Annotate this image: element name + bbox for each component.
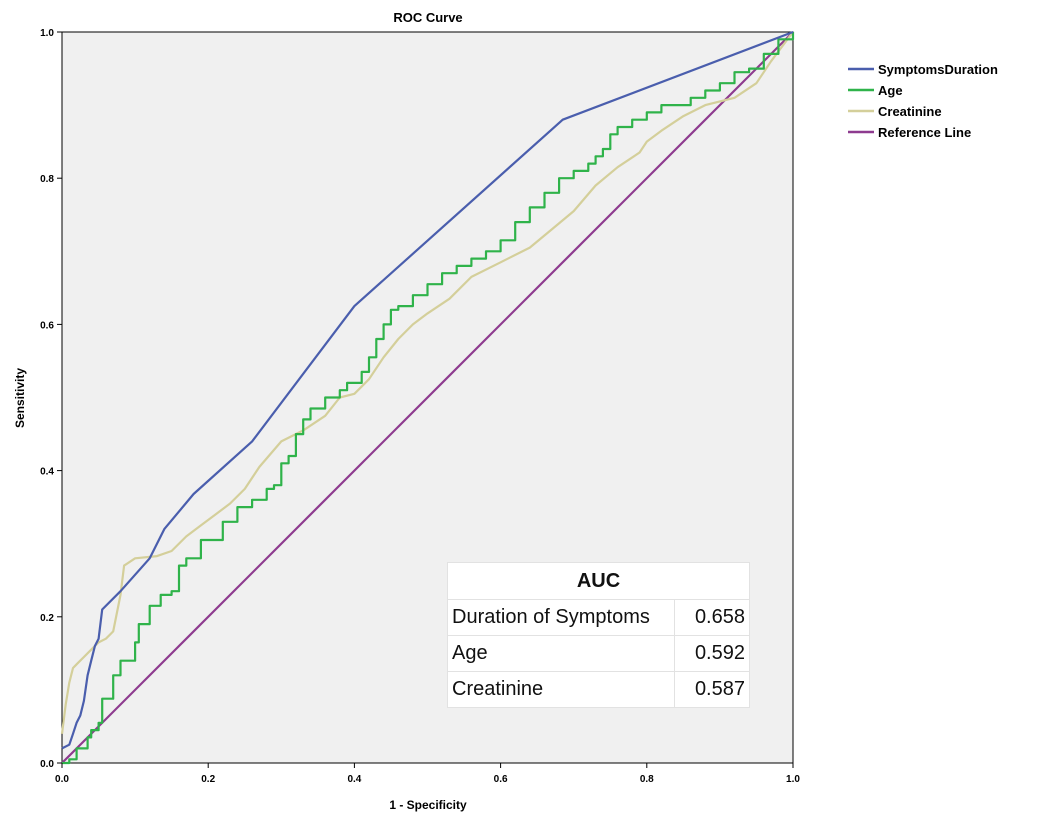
y-tick-label: 0.2 xyxy=(40,613,54,624)
legend-label: Age xyxy=(878,83,903,98)
legend: SymptomsDuration Age Creatinine Reference L… xyxy=(848,62,998,140)
y-axis-label: Sensitivity xyxy=(13,368,27,428)
auc-row-value: 0.587 xyxy=(674,671,750,708)
x-tick-label: 0.4 xyxy=(347,774,361,785)
chart-title: ROC Curve xyxy=(393,10,462,25)
x-tick-label: 0.6 xyxy=(494,774,508,785)
auc-row-label: Creatinine xyxy=(447,671,675,708)
auc-row-value: 0.592 xyxy=(674,635,750,672)
legend-label: Reference Line xyxy=(878,125,971,140)
auc-row: Duration of Symptoms 0.658 xyxy=(447,599,750,636)
auc-row-label: Age xyxy=(447,635,675,672)
auc-header-row: AUC xyxy=(447,562,750,600)
y-tick-label: 0.0 xyxy=(40,759,54,770)
series-line-symptomsduration xyxy=(61,30,794,750)
y-tick-label: 0.8 xyxy=(40,174,54,185)
x-tick-label: 0.0 xyxy=(55,774,69,785)
series-line-age xyxy=(62,32,795,765)
legend-label: SymptomsDuration xyxy=(878,62,998,77)
y-tick-label: 1.0 xyxy=(40,28,54,39)
series-line-reference-line xyxy=(61,31,794,764)
axes-layer: 0.0 0.2 0.4 0.6 0.8 1.0 0.0 0.2 0.4 0.6 0.8 1.0 xyxy=(40,28,800,785)
series-line-creatinine xyxy=(60,31,794,734)
x-tick-label: 0.8 xyxy=(640,774,654,785)
auc-row: Creatinine 0.587 xyxy=(447,671,750,708)
x-tick-label: 0.2 xyxy=(201,774,215,785)
x-axis-label: 1 - Specificity xyxy=(389,798,467,812)
auc-row: Age 0.592 xyxy=(447,635,750,672)
auc-table: AUC Duration of Symptoms 0.658 Age 0.592… xyxy=(447,562,750,708)
y-tick-label: 0.6 xyxy=(40,320,54,331)
series-layer xyxy=(60,30,795,765)
x-tick-label: 1.0 xyxy=(786,774,800,785)
y-tick-label: 0.4 xyxy=(40,467,54,478)
auc-row-label: Duration of Symptoms xyxy=(447,599,675,636)
legend-label: Creatinine xyxy=(878,104,942,119)
auc-header: AUC xyxy=(447,562,750,600)
auc-row-value: 0.658 xyxy=(674,599,750,636)
